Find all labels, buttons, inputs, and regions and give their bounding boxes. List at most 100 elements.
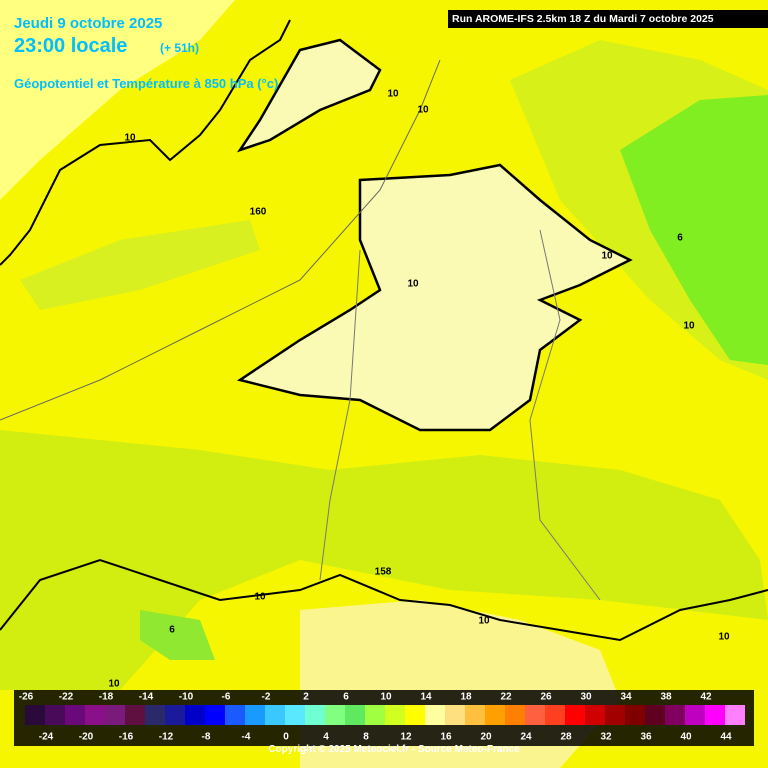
- field-green: [20, 220, 260, 310]
- color-swatch: [305, 705, 325, 725]
- border: [319, 229, 601, 601]
- contour-label: 10: [683, 321, 695, 332]
- legend-label: 4: [323, 732, 329, 743]
- color-swatch: [145, 705, 165, 725]
- legend-label: 42: [700, 692, 712, 703]
- legend-label: 30: [580, 692, 592, 703]
- color-scale: -26-24-22-20-18-16-14-12-10-8-6-4-202468…: [14, 690, 754, 746]
- time: 23:00 locale: [14, 35, 127, 57]
- legend-label: 24: [520, 732, 532, 743]
- contour-label: 10: [108, 679, 120, 690]
- run-info: Run AROME-IFS 2.5km 18 Z du Mardi 7 octo…: [452, 13, 714, 25]
- contour-label: 10: [601, 251, 613, 262]
- contour-label: 158: [375, 567, 392, 578]
- color-swatch: [185, 705, 205, 725]
- color-swatch: [385, 705, 405, 725]
- legend-label: 44: [720, 732, 732, 743]
- legend-label: -12: [159, 732, 174, 743]
- contour-label: 10: [387, 89, 399, 100]
- border: [0, 59, 441, 421]
- color-swatch: [365, 705, 385, 725]
- color-swatch: [445, 705, 465, 725]
- color-swatch: [625, 705, 645, 725]
- color-swatch: [45, 705, 65, 725]
- legend-label: 28: [560, 732, 572, 743]
- color-swatch: [685, 705, 705, 725]
- legend-label: 12: [400, 732, 412, 743]
- color-swatch: [325, 705, 345, 725]
- legend-label: 40: [680, 732, 692, 743]
- legend-label: -10: [179, 692, 194, 703]
- legend-label: 26: [540, 692, 552, 703]
- legend-label: -6: [222, 692, 231, 703]
- color-swatch: [525, 705, 545, 725]
- contour-label: 6: [169, 625, 175, 636]
- field-green2: [620, 95, 768, 365]
- color-swatch: [605, 705, 625, 725]
- contour-label: 10: [718, 632, 730, 643]
- contour-label: 10: [254, 592, 266, 603]
- color-swatch: [405, 705, 425, 725]
- contour-label: 10: [124, 133, 136, 144]
- legend-label: 36: [640, 732, 652, 743]
- color-swatch: [665, 705, 685, 725]
- field-green: [0, 430, 768, 690]
- contour-label: 160: [250, 207, 267, 218]
- contour-label: 10: [417, 105, 429, 116]
- legend-label: -26: [19, 692, 34, 703]
- coastline: [0, 558, 768, 642]
- field-green2: [140, 610, 215, 660]
- legend-label: 22: [500, 692, 512, 703]
- legend-label: -24: [39, 732, 54, 743]
- run-box: [448, 10, 768, 28]
- color-swatch: [705, 705, 725, 725]
- legend-label: 2: [303, 692, 309, 703]
- parameter: Géopotentiel et Température à 850 hPa (°…: [14, 76, 278, 91]
- lead: (+ 51h): [160, 41, 199, 55]
- copyright: Copyright © 2025 Meteociel.fr - Source M…: [268, 744, 520, 755]
- color-swatch: [25, 705, 45, 725]
- color-swatch: [645, 705, 665, 725]
- color-swatch: [225, 705, 245, 725]
- field-cool: [0, 0, 235, 200]
- field-warm: [236, 163, 633, 432]
- contour-label: 10: [407, 279, 419, 290]
- color-swatch: [345, 705, 365, 725]
- color-swatch: [485, 705, 505, 725]
- legend-label: -8: [202, 732, 211, 743]
- color-swatch: [205, 705, 225, 725]
- legend-label: -22: [59, 692, 74, 703]
- legend-label: 16: [440, 732, 452, 743]
- color-swatch: [245, 705, 265, 725]
- legend-label: 34: [620, 692, 632, 703]
- contour-labels: 10 10 10 160 6 10 10 10 158 10 10 6 10 10: [108, 89, 730, 690]
- color-swatch: [725, 705, 745, 725]
- color-swatch: [285, 705, 305, 725]
- legend-label: -16: [119, 732, 134, 743]
- color-swatch: [85, 705, 105, 725]
- legend-label: -18: [99, 692, 114, 703]
- contour-label: 6: [677, 233, 683, 244]
- color-swatch: [585, 705, 605, 725]
- legend-label: -4: [242, 732, 251, 743]
- color-swatch: [465, 705, 485, 725]
- color-swatch: [125, 705, 145, 725]
- color-swatch: [545, 705, 565, 725]
- legend-label: 6: [343, 692, 349, 703]
- color-swatch: [65, 705, 85, 725]
- legend-label: -20: [79, 732, 94, 743]
- field-warm: [236, 38, 382, 153]
- color-swatch: [565, 705, 585, 725]
- color-swatch: [425, 705, 445, 725]
- legend-label: 32: [600, 732, 612, 743]
- color-swatch: [105, 705, 125, 725]
- color-swatch: [165, 705, 185, 725]
- color-swatch: [265, 705, 285, 725]
- contour-label: 10: [478, 616, 490, 627]
- legend-label: 8: [363, 732, 369, 743]
- legend-label: -2: [262, 692, 271, 703]
- date: Jeudi 9 octobre 2025: [14, 15, 162, 32]
- legend-label: 14: [420, 692, 432, 703]
- legend-label: 10: [380, 692, 392, 703]
